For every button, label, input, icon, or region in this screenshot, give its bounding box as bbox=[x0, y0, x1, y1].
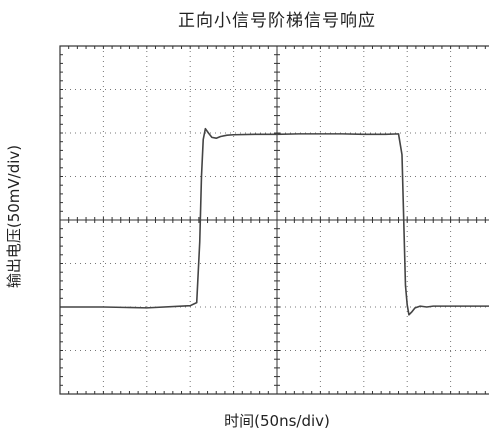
y-axis-label: 输出电压(50mV/div) bbox=[5, 144, 24, 288]
chart-title: 正向小信号阶梯信号响应 bbox=[178, 11, 376, 31]
step-response-trace bbox=[60, 127, 489, 316]
grid bbox=[59, 45, 489, 395]
x-axis-label: 时间(50ns/div) bbox=[224, 412, 330, 430]
plot-frame bbox=[59, 45, 489, 395]
y-axis-label-wrap: 输出电压(50mV/div) bbox=[3, 46, 25, 386]
trace-layer bbox=[59, 127, 489, 316]
